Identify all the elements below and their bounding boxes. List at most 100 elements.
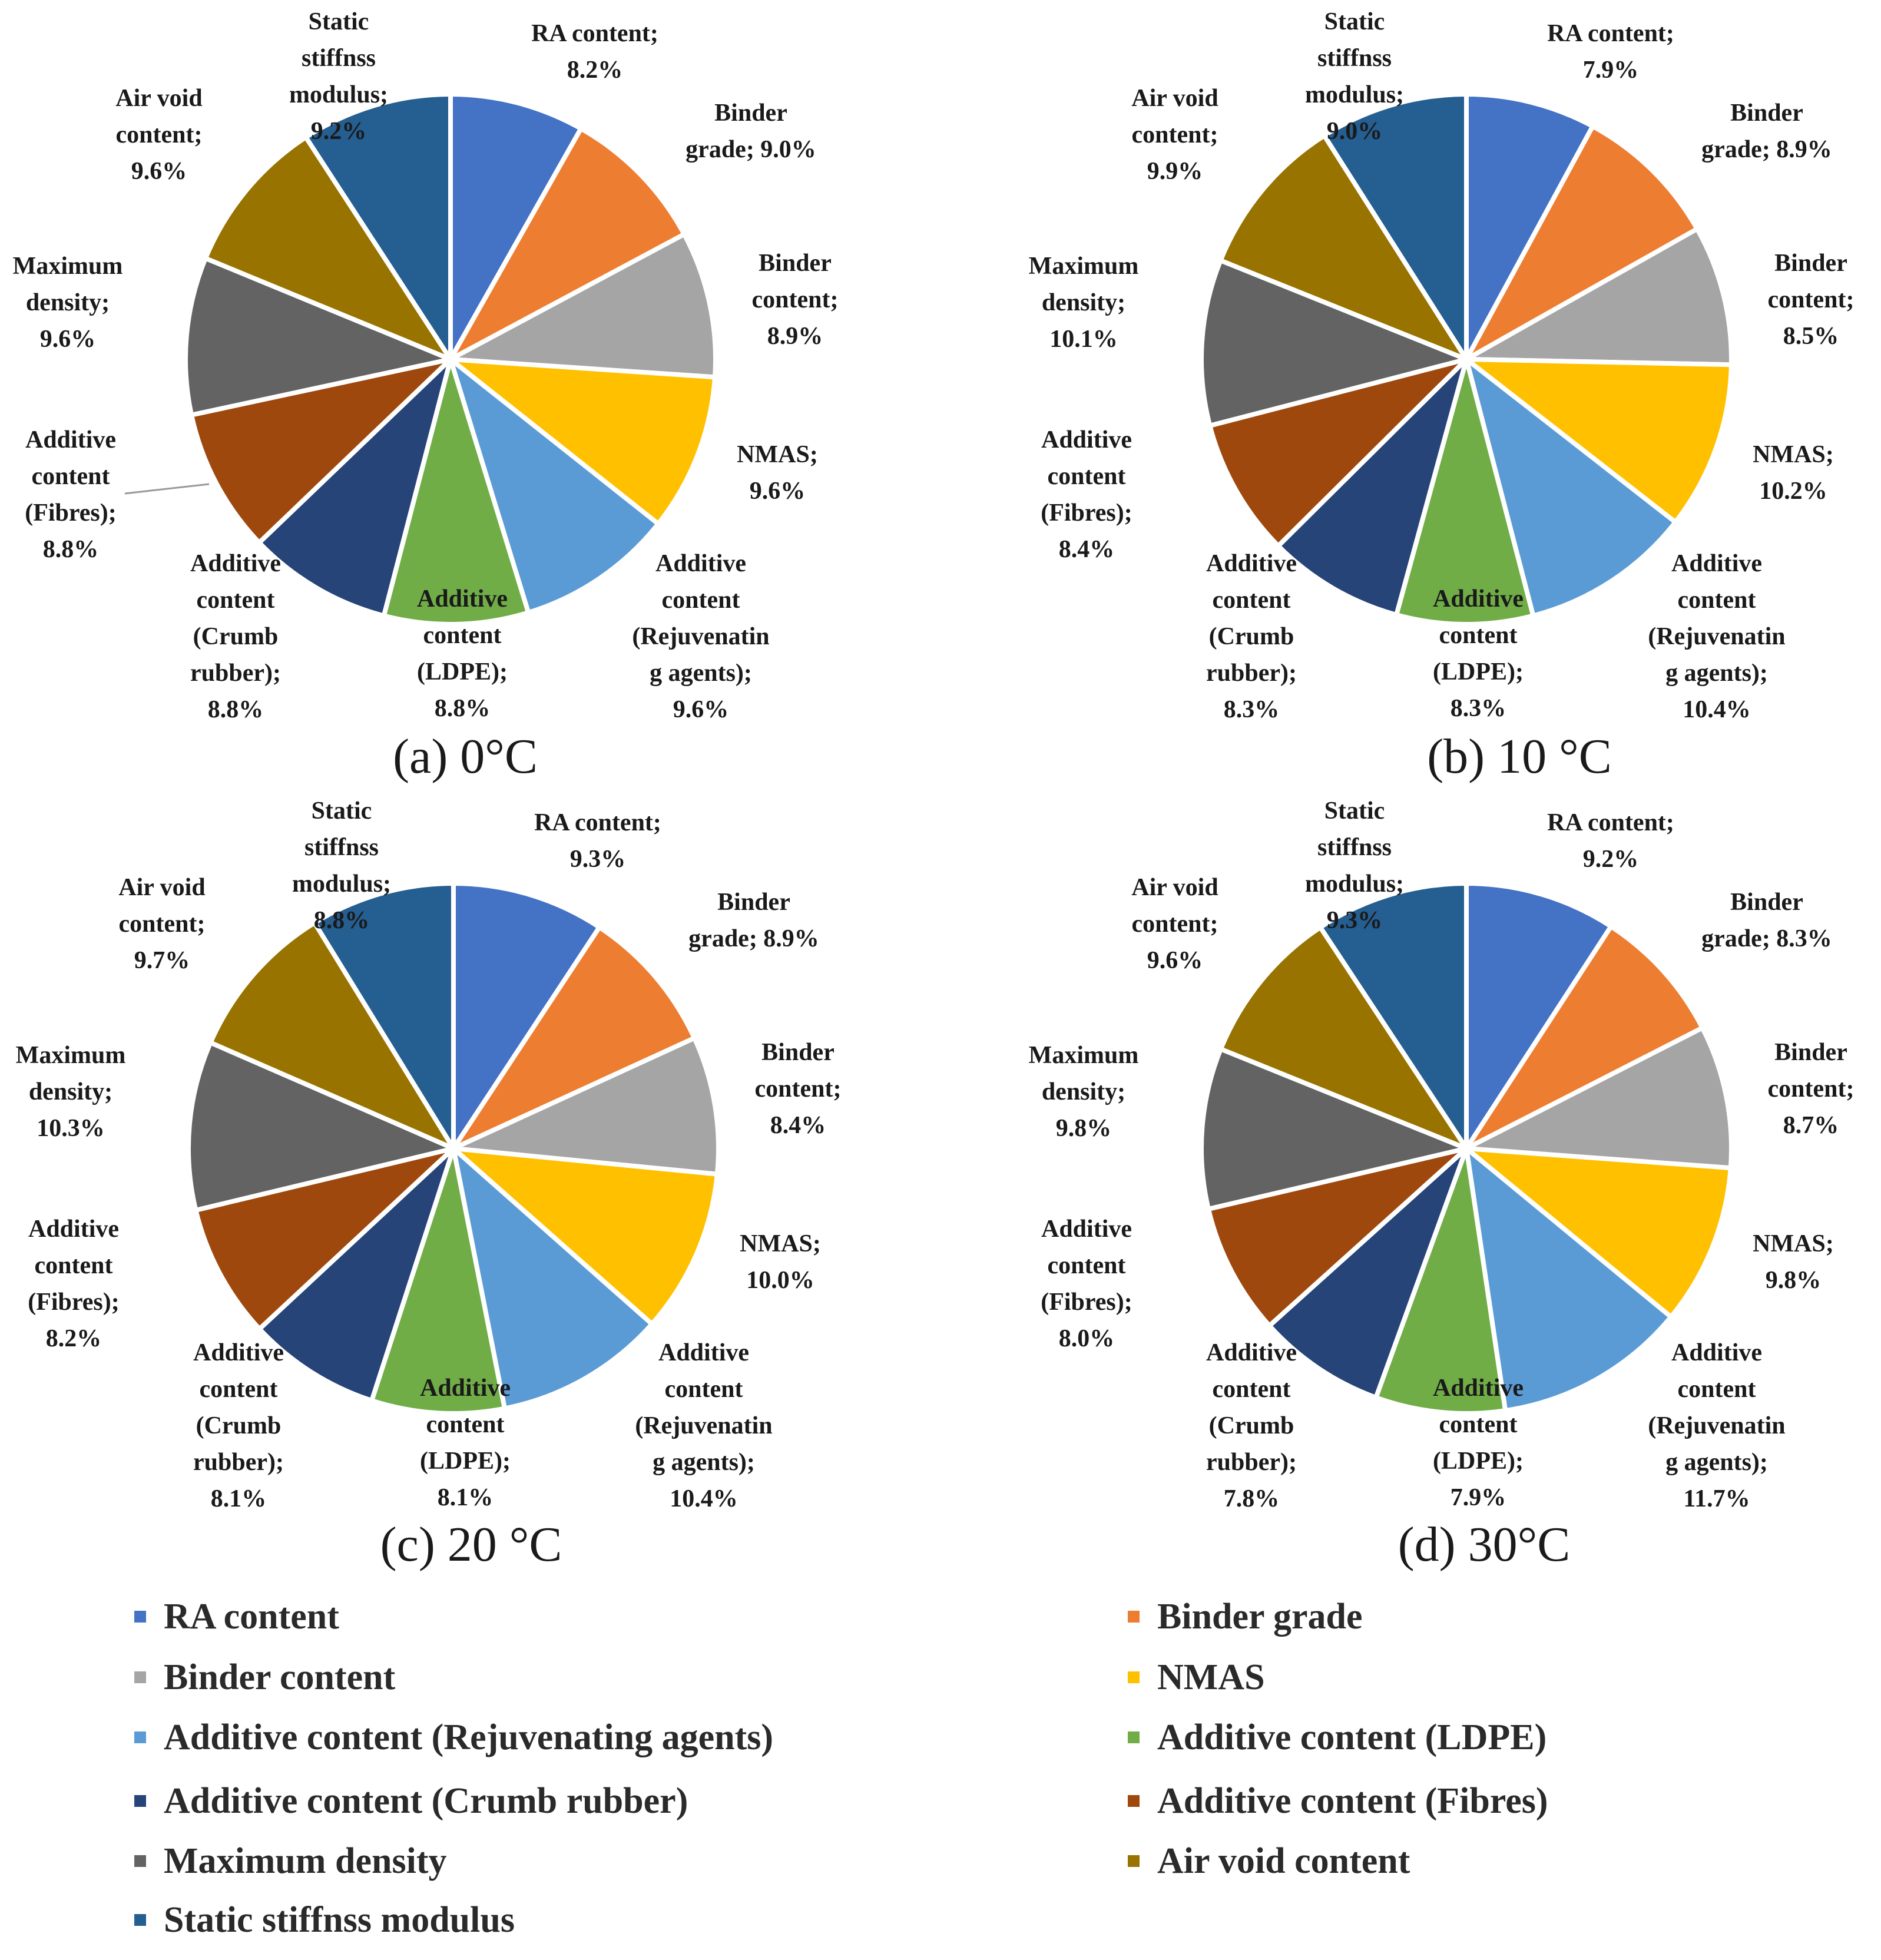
data-label: Additive content (Rejuvenatin g agents); 11.… xyxy=(1648,1339,1785,1512)
pie-slice-maximum-density xyxy=(1199,257,1474,429)
pie-slice-maximum-density xyxy=(183,255,459,418)
data-label: Additive content (Rejuvenatin g agents); 10.… xyxy=(635,1339,772,1512)
legend-swatch xyxy=(134,1731,146,1743)
chart-caption: (c) 20 °C xyxy=(380,1517,562,1572)
pie-slice-nmas xyxy=(1459,1145,1734,1320)
legend-swatch xyxy=(134,1795,146,1807)
pie-slice-nmas xyxy=(443,356,718,528)
pie-chart-3: RA content; 9.3% Binder grade; 8.9% Binder co… xyxy=(16,797,842,1572)
data-label: Binder grade; 8.3% xyxy=(1701,889,1832,952)
data-label: Air void content; 9.7% xyxy=(118,874,205,974)
pie-slice-maximum-density xyxy=(186,1039,461,1213)
data-label: Binder content; 8.4% xyxy=(755,1039,842,1139)
pie-slice-static-stiffnss-modulus xyxy=(311,880,456,1157)
pie-slice-binder-grade xyxy=(1460,122,1701,366)
data-label: Maximum density; 9.6% xyxy=(13,253,123,353)
chart-caption: (b) 10 °C xyxy=(1427,729,1612,784)
data-label: Additive content (Fibres); 8.8% xyxy=(25,426,117,563)
pie-slice-additive-content-rejuvenating-agents xyxy=(1463,1143,1675,1413)
legend-item: Air void content xyxy=(1128,1841,1410,1881)
pie-slice-binder-content xyxy=(442,231,718,380)
pie-charts: RA content; 8.2% Binder grade; 9.0% Binder co… xyxy=(13,8,1854,1572)
legend-item: NMAS xyxy=(1128,1657,1265,1697)
legend-item: Additive content (Fibres) xyxy=(1128,1781,1548,1821)
data-label: RA content; 9.2% xyxy=(1547,809,1674,873)
data-label: Binder content; 8.5% xyxy=(1768,250,1854,350)
data-label: Binder grade; 8.9% xyxy=(1701,100,1832,163)
data-label: Air void content; 9.9% xyxy=(1131,85,1218,185)
pie-slice-additive-content-ldpe xyxy=(1373,1147,1508,1416)
pie-slice-additive-content-rejuvenating-agents xyxy=(449,1142,655,1412)
pie-slice-air-void-content xyxy=(1217,923,1473,1154)
data-label: RA content; 8.2% xyxy=(531,20,658,84)
data-label: Additive content (Fibres); 8.4% xyxy=(1041,426,1132,563)
pie-slice-additive-content-ldpe xyxy=(1393,350,1536,627)
legend-label: Static stiffnss modulus xyxy=(164,1900,515,1940)
data-label: Additive content (Fibres); 8.2% xyxy=(28,1216,120,1352)
legend-swatch xyxy=(1128,1671,1140,1683)
chart-caption: (a) 0°C xyxy=(393,729,538,784)
data-label: NMAS; 10.2% xyxy=(1753,441,1834,505)
data-label: RA content; 9.3% xyxy=(534,809,661,873)
pie-slice-binder-content xyxy=(1458,226,1734,368)
legend-swatch xyxy=(134,1914,146,1926)
pie-slice-ra-content xyxy=(451,880,603,1157)
legend-label: Additive content (Crumb rubber) xyxy=(164,1781,688,1821)
legend-label: Additive content (Fibres) xyxy=(1157,1781,1548,1821)
pie-slice-additive-content-crumb-rubber xyxy=(1266,1147,1469,1401)
legend-item: Binder grade xyxy=(1128,1597,1362,1637)
pie-slice-ra-content xyxy=(1464,91,1596,360)
pie-slice-additive-content-ldpe xyxy=(369,1139,508,1416)
legend-swatch xyxy=(134,1611,146,1623)
data-label: Binder content; 8.7% xyxy=(1768,1039,1854,1139)
pie-slice-static-stiffnss-modulus xyxy=(302,91,453,368)
legend-swatch xyxy=(1128,1855,1140,1867)
data-label: Static stiffnss modulus; 9.2% xyxy=(289,8,388,145)
data-label: Binder content; 8.9% xyxy=(752,250,839,350)
data-label: Maximum density; 10.3% xyxy=(16,1042,126,1142)
leader-line xyxy=(124,483,210,495)
pie-slice-additive-content-fibres xyxy=(188,355,458,547)
data-label: RA content; 7.9% xyxy=(1547,20,1674,84)
legend-label: NMAS xyxy=(1157,1657,1265,1697)
data-label: Additive content (LDPE); 8.1% xyxy=(420,1375,511,1511)
pie-chart-4: RA content; 9.2% Binder grade; 8.3% Binder co… xyxy=(1029,797,1854,1572)
legend-item: Binder content xyxy=(134,1657,396,1697)
pie-slice-binder-grade xyxy=(446,923,698,1154)
pie-slice-additive-content-crumb-rubber xyxy=(1274,351,1471,618)
legend-item: Additive content (Rejuvenating agents) xyxy=(134,1717,773,1757)
pie-slice-binder-content xyxy=(444,1035,721,1177)
pie-slice-air-void-content xyxy=(207,919,460,1154)
data-label: Air void content; 9.6% xyxy=(1131,874,1218,974)
legend: RA content Binder grade Binder content NMAS… xyxy=(134,1597,1548,1940)
legend-swatch xyxy=(1128,1611,1140,1623)
data-label: Additive content (Crumb rubber); 7.8% xyxy=(1206,1339,1297,1512)
chart-caption: (d) 30°C xyxy=(1398,1517,1571,1572)
data-label: Maximum density; 10.1% xyxy=(1029,253,1139,353)
legend-label: Binder grade xyxy=(1157,1597,1362,1637)
legend-label: RA content xyxy=(164,1597,339,1637)
data-label: Air void content; 9.6% xyxy=(115,85,202,185)
data-label: Additive content (LDPE); 8.8% xyxy=(417,585,508,722)
pie-slice-air-void-content xyxy=(1217,132,1473,365)
legend-label: Binder content xyxy=(164,1657,396,1697)
pie-slice-static-stiffnss-modulus xyxy=(1317,880,1469,1157)
data-label: Binder grade; 9.0% xyxy=(685,100,816,163)
data-label: Additive content (LDPE); 8.3% xyxy=(1433,585,1524,722)
legend-item: RA content xyxy=(134,1597,339,1637)
pie-slice-additive-content-rejuvenating-agents xyxy=(446,352,662,616)
legend-swatch xyxy=(1128,1795,1140,1807)
data-label: Additive content (LDPE); 7.9% xyxy=(1433,1375,1524,1511)
data-label: Additive content (Rejuvenatin g agents); 10.… xyxy=(1648,550,1785,723)
data-label: Additive content (Crumb rubber); 8.1% xyxy=(193,1339,284,1512)
pie-slice-additive-content-fibres xyxy=(193,1144,462,1333)
data-label: NMAS; 10.0% xyxy=(740,1230,821,1294)
legend-item: Additive content (LDPE) xyxy=(1128,1717,1546,1757)
legend-swatch xyxy=(134,1671,146,1683)
legend-label: Maximum density xyxy=(164,1841,447,1881)
pie-slice-binder-content xyxy=(1458,1024,1734,1171)
data-label: Static stiffnss modulus; 8.8% xyxy=(292,797,391,934)
data-label: Additive content (Rejuvenatin g agents); 9.6… xyxy=(632,550,769,723)
data-label: NMAS; 9.6% xyxy=(737,441,818,505)
